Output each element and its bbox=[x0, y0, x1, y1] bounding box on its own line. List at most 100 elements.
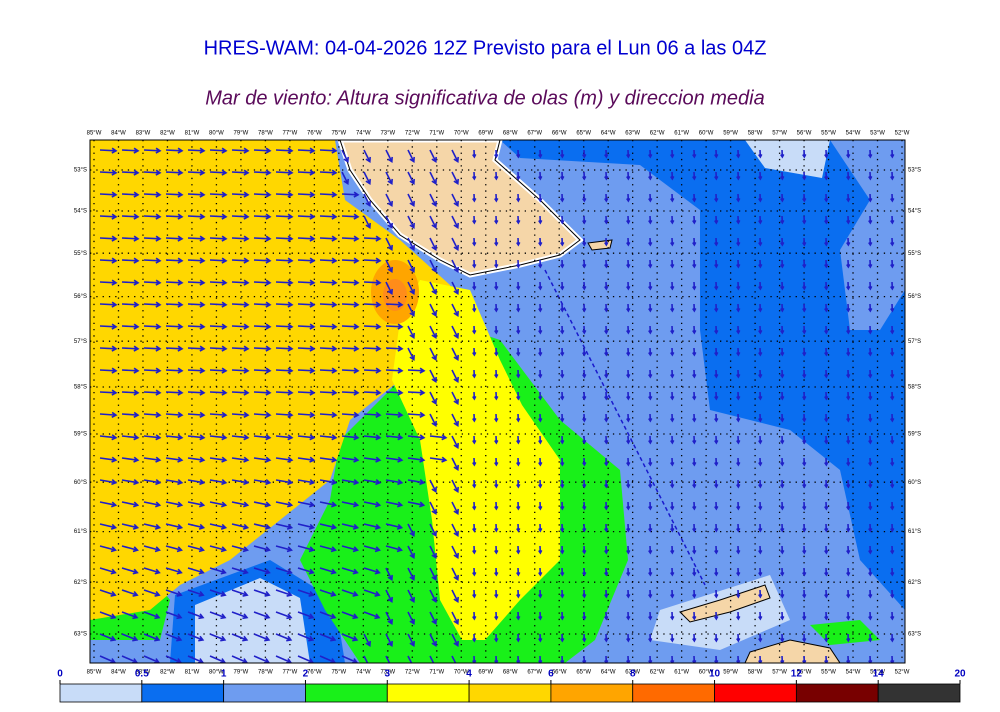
wave-arrow bbox=[758, 193, 763, 203]
wave-arrow bbox=[868, 215, 873, 225]
wave-arrow bbox=[209, 345, 228, 352]
wave-arrow bbox=[99, 479, 118, 486]
wave-arrow bbox=[802, 369, 807, 379]
wave-arrow bbox=[846, 611, 851, 621]
wave-arrow bbox=[780, 149, 785, 159]
wave-arrow bbox=[868, 303, 873, 313]
wave-arrow bbox=[407, 367, 426, 374]
wave-arrow bbox=[99, 147, 118, 154]
wave-arrow bbox=[341, 213, 360, 220]
wave-arrow bbox=[209, 589, 227, 597]
lon-label: 59°W bbox=[723, 670, 738, 676]
wave-arrow bbox=[802, 567, 807, 577]
wave-arrow bbox=[253, 345, 272, 352]
lon-label: 76°W bbox=[307, 670, 322, 676]
wave-arrow bbox=[341, 456, 360, 463]
wave-arrow bbox=[670, 347, 675, 357]
wave-arrow bbox=[494, 567, 499, 577]
wave-arrow bbox=[824, 567, 829, 577]
lat-label: 63°S bbox=[74, 632, 87, 638]
wave-arrow bbox=[758, 479, 763, 489]
wave-arrow bbox=[472, 237, 477, 247]
wave-arrow bbox=[824, 545, 829, 555]
wave-arrow bbox=[143, 633, 161, 642]
wave-arrow bbox=[560, 303, 565, 313]
lon-label: 67°W bbox=[527, 131, 542, 137]
wave-arrow bbox=[341, 589, 359, 597]
wave-arrow bbox=[516, 523, 521, 533]
wave-arrow bbox=[780, 215, 785, 225]
wave-arrow bbox=[363, 434, 382, 441]
wave-arrow bbox=[297, 191, 316, 198]
wave-arrow bbox=[582, 633, 587, 643]
wave-arrow bbox=[407, 411, 426, 418]
wave-arrow bbox=[253, 545, 271, 553]
wave-arrow bbox=[429, 193, 437, 208]
wave-arrow bbox=[648, 281, 653, 291]
wave-arrow bbox=[275, 611, 293, 620]
lon-label: 56°W bbox=[797, 131, 812, 137]
wave-arrow bbox=[736, 523, 741, 533]
wave-arrow bbox=[802, 435, 807, 445]
wave-arrow bbox=[275, 411, 294, 418]
wave-arrow bbox=[363, 367, 382, 374]
wave-arrow bbox=[758, 589, 763, 599]
wave-arrow bbox=[319, 434, 338, 441]
wave-arrow bbox=[407, 434, 426, 441]
wave-arrow bbox=[209, 479, 228, 486]
wave-arrow bbox=[582, 237, 587, 247]
lat-label: 53°S bbox=[74, 168, 87, 174]
wave-arrow bbox=[187, 434, 206, 441]
lat-label: 61°S bbox=[74, 529, 87, 535]
wave-arrow bbox=[736, 193, 741, 203]
wave-arrow bbox=[297, 301, 316, 308]
wave-arrow bbox=[846, 457, 851, 467]
wave-arrow bbox=[692, 567, 697, 577]
wave-arrow bbox=[231, 235, 250, 242]
lat-label: 59°S bbox=[74, 432, 87, 438]
wave-arrow bbox=[692, 413, 697, 423]
wave-arrow bbox=[868, 479, 873, 489]
wave-arrow bbox=[363, 411, 382, 418]
lon-label: 73°W bbox=[380, 131, 395, 137]
wave-arrow bbox=[253, 191, 272, 198]
wave-arrow bbox=[758, 391, 763, 401]
wave-arrow bbox=[780, 391, 785, 401]
wave-arrow bbox=[890, 567, 895, 577]
wave-arrow bbox=[429, 456, 448, 463]
wave-arrow bbox=[890, 523, 895, 533]
wave-arrow bbox=[121, 367, 140, 374]
wave-arrow bbox=[209, 523, 228, 530]
wave-arrow bbox=[604, 479, 609, 489]
wave-arrow bbox=[253, 501, 272, 508]
wave-arrow bbox=[494, 171, 499, 181]
wave-arrow bbox=[516, 193, 521, 203]
wave-arrow bbox=[121, 567, 139, 575]
wave-arrow bbox=[582, 259, 587, 269]
wave-arrow bbox=[604, 259, 609, 269]
wave-arrow bbox=[363, 479, 382, 486]
wave-arrow bbox=[319, 411, 338, 418]
wave-arrow bbox=[253, 367, 272, 374]
wave-arrow bbox=[626, 303, 631, 313]
wave-arrow bbox=[341, 545, 359, 553]
lon-label: 81°W bbox=[185, 670, 200, 676]
wave-arrow bbox=[714, 237, 719, 247]
wave-arrow bbox=[626, 281, 631, 291]
wave-arrow bbox=[560, 413, 565, 423]
wave-arrow bbox=[648, 589, 653, 599]
wave-arrow bbox=[780, 413, 785, 423]
lon-label: 78°W bbox=[258, 131, 273, 137]
wave-arrow bbox=[736, 303, 741, 313]
wave-arrow bbox=[516, 281, 521, 291]
wave-arrow bbox=[494, 413, 499, 423]
wave-arrow bbox=[736, 435, 741, 445]
wave-arrow bbox=[99, 301, 118, 308]
colorbar-label: 2 bbox=[303, 669, 309, 680]
wave-arrow bbox=[165, 523, 184, 530]
wave-arrow bbox=[824, 501, 829, 511]
wave-arrow bbox=[297, 367, 316, 374]
wave-arrow bbox=[209, 501, 228, 508]
wave-arrow bbox=[429, 501, 437, 516]
wave-arrow bbox=[560, 149, 565, 159]
